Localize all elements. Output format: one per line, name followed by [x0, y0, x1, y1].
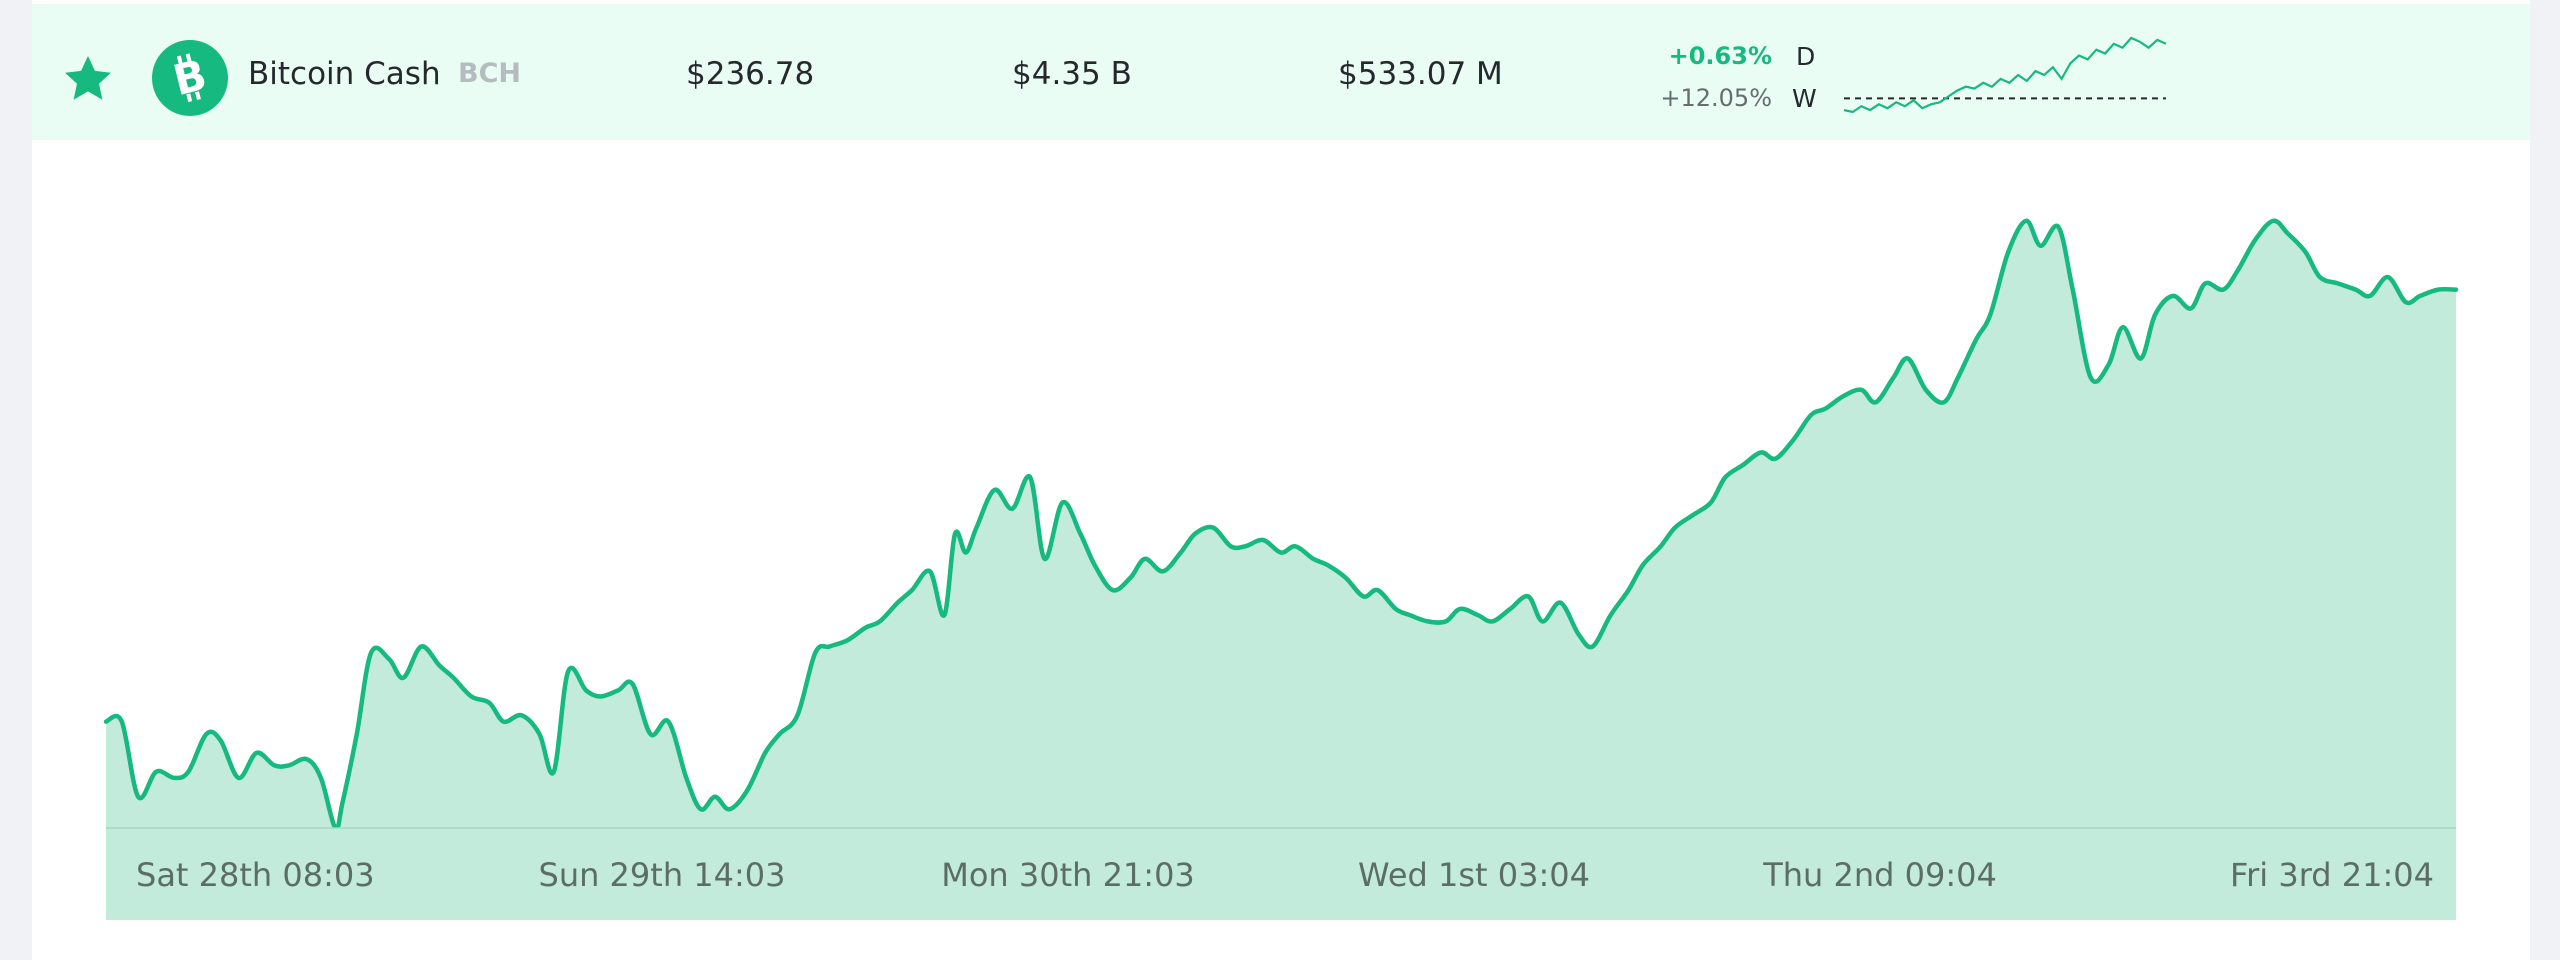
sparkline-chart	[1844, 36, 2167, 114]
coin-price: $236.78	[686, 56, 815, 92]
bitcoin-icon: B	[152, 40, 228, 116]
x-axis-band	[106, 828, 2456, 920]
coin-row[interactable]: B Bitcoin Cash BCH $236.78 $4.35 B $533.…	[32, 4, 2530, 140]
change-week-value: +12.05%	[1660, 84, 1772, 112]
x-tick-label: Mon 30th 21:03	[941, 856, 1195, 894]
star-icon[interactable]	[60, 52, 116, 106]
price-area	[106, 220, 2456, 829]
volume-24h: $533.07 M	[1338, 56, 1503, 92]
market-cap: $4.35 B	[1012, 56, 1132, 92]
coin-card: B Bitcoin Cash BCH $236.78 $4.35 B $533.…	[32, 0, 2530, 960]
change-day-label: D	[1796, 42, 1816, 71]
coin-symbol: BCH	[458, 58, 521, 89]
x-tick-label: Sun 29th 14:03	[539, 856, 786, 894]
sparkline-series	[1844, 36, 2167, 114]
coin-name[interactable]: Bitcoin Cash	[248, 56, 441, 92]
x-tick-label: Thu 2nd 09:04	[1762, 856, 1997, 894]
price-chart: Sat 28th 08:03 Sun 29th 14:03 Mon 30th 21:…	[103, 218, 2459, 920]
change-day-value: +0.63%	[1668, 42, 1772, 70]
change-week-label: W	[1792, 84, 1817, 113]
x-tick-label: Fri 3rd 21:04	[2230, 856, 2434, 894]
price-line	[103, 218, 2459, 832]
x-tick-label: Sat 28th 08:03	[136, 856, 375, 894]
x-tick-label: Wed 1st 03:04	[1358, 856, 1590, 894]
